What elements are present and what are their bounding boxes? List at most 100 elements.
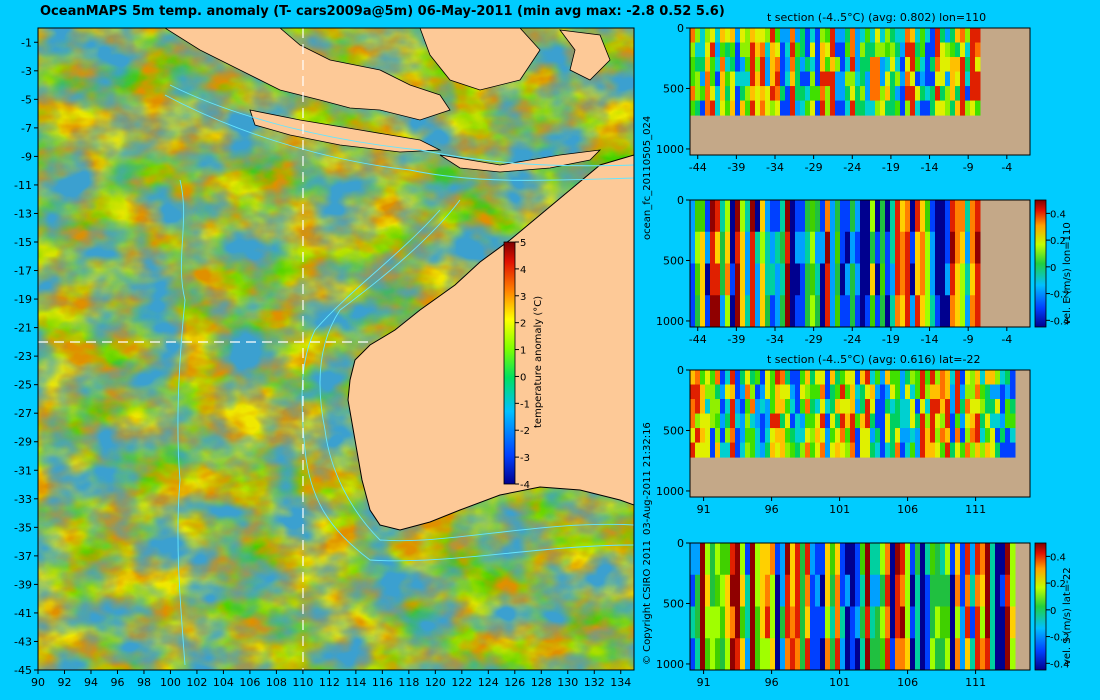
y-tick-label: -15 bbox=[14, 236, 32, 249]
section-cell bbox=[910, 57, 916, 73]
section-cell bbox=[945, 100, 951, 116]
section-cell bbox=[800, 543, 806, 576]
section-cell bbox=[975, 384, 981, 400]
section-cell bbox=[700, 42, 706, 58]
section-cell bbox=[955, 86, 961, 102]
section-cell bbox=[815, 428, 821, 444]
section-cell bbox=[890, 606, 896, 639]
section-cell bbox=[850, 200, 856, 233]
section-cell bbox=[890, 370, 896, 386]
y-tick-label: 500 bbox=[663, 597, 684, 610]
x-tick-label: -19 bbox=[882, 333, 900, 346]
section-cell bbox=[735, 638, 741, 671]
section-cell bbox=[695, 295, 701, 328]
section-cell bbox=[945, 370, 951, 386]
section-cell bbox=[700, 384, 706, 400]
section-cell bbox=[780, 543, 786, 576]
vel-s-label: vel. S (m/s) lat=-22 bbox=[1062, 567, 1073, 665]
section-cell bbox=[760, 200, 766, 233]
section-cell bbox=[700, 399, 706, 415]
section-cell bbox=[740, 370, 746, 386]
section-cell bbox=[1005, 413, 1011, 429]
section-cell bbox=[820, 370, 826, 386]
section-cell bbox=[770, 231, 776, 264]
section-cell bbox=[715, 606, 721, 639]
section-cell bbox=[925, 42, 931, 58]
section-cell bbox=[755, 574, 761, 607]
section-cell bbox=[810, 28, 816, 44]
section-cell bbox=[790, 295, 796, 328]
section-cell bbox=[815, 100, 821, 116]
section-cell bbox=[960, 263, 966, 296]
section-cell bbox=[715, 413, 721, 429]
section-cell bbox=[795, 57, 801, 73]
section-cell bbox=[700, 200, 706, 233]
section-cell bbox=[835, 263, 841, 296]
section-cell bbox=[745, 638, 751, 671]
section-cell bbox=[775, 57, 781, 73]
section-cell bbox=[925, 100, 931, 116]
section-cell bbox=[950, 370, 956, 386]
section-cell bbox=[785, 42, 791, 58]
section-cell bbox=[800, 231, 806, 264]
section-cell bbox=[825, 442, 831, 458]
section-cell bbox=[820, 200, 826, 233]
section-cell bbox=[710, 231, 716, 264]
section-cell bbox=[925, 638, 931, 671]
section-cell bbox=[975, 399, 981, 415]
section-cell bbox=[865, 543, 871, 576]
section-cell bbox=[1005, 574, 1011, 607]
section-cell bbox=[890, 42, 896, 58]
section-cell bbox=[955, 574, 961, 607]
section-cell bbox=[920, 638, 926, 671]
section-cell bbox=[725, 413, 731, 429]
section-cell bbox=[715, 638, 721, 671]
section-cell bbox=[860, 231, 866, 264]
section-cell bbox=[1010, 399, 1016, 415]
section-lines bbox=[38, 28, 370, 670]
section-cell bbox=[930, 370, 936, 386]
section-cell bbox=[845, 384, 851, 400]
section-cell bbox=[740, 295, 746, 328]
section-cell bbox=[980, 606, 986, 639]
section-cell bbox=[735, 42, 741, 58]
section-cell bbox=[920, 370, 926, 386]
section-cell bbox=[900, 384, 906, 400]
section-cell bbox=[995, 543, 1001, 576]
section-cell bbox=[930, 263, 936, 296]
section-cell bbox=[785, 384, 791, 400]
section-cell bbox=[760, 413, 766, 429]
section-cell bbox=[750, 370, 756, 386]
section-cell bbox=[750, 606, 756, 639]
section-cell bbox=[990, 428, 996, 444]
section-cell bbox=[870, 638, 876, 671]
section-cell bbox=[825, 100, 831, 116]
section-cell bbox=[950, 606, 956, 639]
run-id: ocean_fc_20110505_024 bbox=[642, 115, 653, 240]
section-cell bbox=[970, 57, 976, 73]
section-cell bbox=[760, 384, 766, 400]
section-cell bbox=[935, 606, 941, 639]
section-cell bbox=[975, 263, 981, 296]
section-cell bbox=[710, 57, 716, 73]
section-cell bbox=[750, 200, 756, 233]
section-cell bbox=[975, 200, 981, 233]
section-cell bbox=[830, 295, 836, 328]
section-cell bbox=[815, 263, 821, 296]
section-cell bbox=[985, 370, 991, 386]
section-cell bbox=[850, 399, 856, 415]
section-cell bbox=[835, 295, 841, 328]
section-cell bbox=[965, 71, 971, 87]
section-cell bbox=[840, 543, 846, 576]
section-cell bbox=[845, 86, 851, 102]
section-cell bbox=[725, 442, 731, 458]
section-cell bbox=[830, 231, 836, 264]
section-cell bbox=[715, 263, 721, 296]
section-cell bbox=[695, 86, 701, 102]
section-cell bbox=[975, 638, 981, 671]
section-cell bbox=[805, 28, 811, 44]
section-cell bbox=[875, 543, 881, 576]
section-cell bbox=[965, 57, 971, 73]
section-cell bbox=[855, 574, 861, 607]
x-tick-label: 94 bbox=[84, 676, 98, 689]
